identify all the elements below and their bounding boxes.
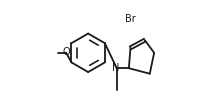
- Text: N: N: [112, 63, 119, 73]
- Text: Br: Br: [125, 14, 136, 24]
- Text: O: O: [62, 47, 70, 57]
